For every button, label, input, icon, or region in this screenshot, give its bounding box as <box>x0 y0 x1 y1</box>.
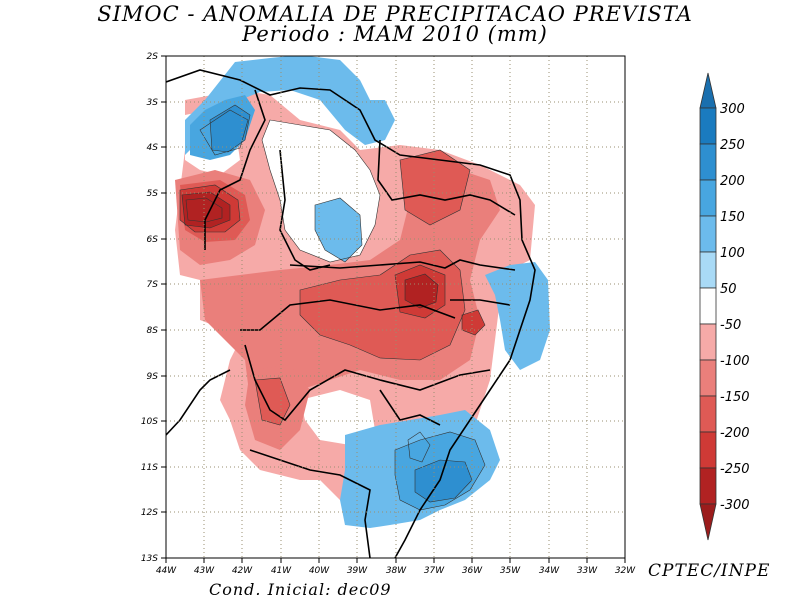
state-border-south <box>249 449 371 558</box>
state-border-ba <box>244 344 491 422</box>
borders <box>166 69 536 558</box>
x-tick-label: 44W <box>156 566 177 576</box>
colorbar-label: 50 <box>720 282 737 297</box>
y-tick-label: 4S <box>147 143 159 153</box>
state-border-ba-pe <box>240 299 456 331</box>
colorbar-top-arrow <box>699 72 717 109</box>
map-subtitle: Periodo : MAM 2010 (mm) <box>242 22 548 46</box>
anomaly-region-neg150-north <box>400 150 470 225</box>
x-tick-label: 36W <box>462 566 483 576</box>
map-title: SIMOC - ANOMALIA DE PRECIPITACAO PREVIST… <box>97 2 693 26</box>
colorbar: 300 250 200 150 100 50 -50 -100 -150 -20… <box>699 72 750 541</box>
colorbar-bottom-arrow <box>699 503 717 541</box>
anomaly-region-pos100-north <box>185 56 395 155</box>
x-tick-label: 33W <box>577 566 598 576</box>
colorbar-label: -300 <box>720 498 750 513</box>
colorbar-segment <box>699 323 717 361</box>
y-tick-label: 8S <box>147 326 159 336</box>
state-border-pb <box>450 299 511 306</box>
colorbar-label: 100 <box>720 246 745 261</box>
y-tick-label: 7S <box>147 280 159 290</box>
y-tick-label: 13S <box>141 554 158 564</box>
credit-cptec: CPTEC/INPE <box>648 561 771 581</box>
x-tick-label: 35W <box>500 566 521 576</box>
colorbar-segment <box>699 359 717 397</box>
y-tick-label: 10S <box>141 417 158 427</box>
grid-lines <box>166 56 625 558</box>
anomaly-region-pos100-east <box>485 262 550 370</box>
anomaly-field <box>166 56 550 558</box>
x-tick-label: 39W <box>347 566 368 576</box>
colorbar-segment <box>699 287 717 325</box>
colorbar-label: -150 <box>720 390 750 405</box>
x-tick-label: 37W <box>424 566 445 576</box>
colorbar-segment <box>699 395 717 433</box>
anomaly-region-pos200-south <box>415 460 472 502</box>
colorbar-label: 150 <box>720 210 745 225</box>
state-border-ce-pi <box>279 149 331 271</box>
anomaly-region-pos100-center <box>315 198 362 262</box>
y-tick-label: 6S <box>147 235 159 245</box>
state-border-pi-ma <box>204 89 266 250</box>
x-tick-label: 38W <box>386 566 407 576</box>
y-tick-label: 2S <box>147 52 159 62</box>
contour-lines <box>179 104 486 511</box>
x-tick-label: 43W <box>194 566 215 576</box>
state-border-se <box>379 389 441 426</box>
colorbar-label: -250 <box>720 462 750 477</box>
state-border-ce-rn <box>377 139 516 216</box>
colorbar-segment <box>699 431 717 469</box>
y-axis-labels: 2S 3S 4S 5S 6S 7S 8S 9S 10S 11S 12S 13S <box>141 52 158 564</box>
colorbar-segment <box>699 179 717 217</box>
state-border-west <box>166 369 231 436</box>
x-tick-label: 42W <box>232 566 253 576</box>
colorbar-label: 300 <box>720 102 745 117</box>
colorbar-segment <box>699 251 717 289</box>
x-tick-label: 40W <box>309 566 330 576</box>
y-tick-label: 12S <box>141 508 158 518</box>
anomaly-region-neg250 <box>405 274 438 308</box>
coastline <box>166 69 536 558</box>
y-tick-label: 9S <box>147 372 159 382</box>
colorbar-label: -50 <box>720 318 741 333</box>
colorbar-label: -100 <box>720 354 750 369</box>
colorbar-segment <box>699 143 717 181</box>
colorbar-label: 250 <box>720 138 745 153</box>
colorbar-label: 200 <box>720 174 745 189</box>
anomaly-region-neutral-south <box>300 390 375 445</box>
y-tick-label: 3S <box>147 98 159 108</box>
colorbar-segment <box>699 467 717 505</box>
anomaly-region-neg200-east <box>462 310 485 335</box>
state-border-pe <box>289 259 516 271</box>
tick-marks <box>161 55 626 563</box>
colorbar-segment <box>699 107 717 145</box>
x-tick-label: 41W <box>271 566 292 576</box>
colorbar-segment <box>699 215 717 253</box>
y-tick-label: 11S <box>141 463 158 473</box>
colorbar-label: -200 <box>720 426 750 441</box>
initial-condition-note: Cond. Inicial: dec09 <box>209 580 392 599</box>
x-tick-label: 32W <box>615 566 636 576</box>
anomaly-region-neg150-south <box>255 378 290 425</box>
x-tick-label: 34W <box>539 566 560 576</box>
x-axis-labels: 44W 43W 42W 41W 40W 39W 38W 37W 36W 35W … <box>156 566 636 576</box>
y-tick-label: 5S <box>147 189 159 199</box>
